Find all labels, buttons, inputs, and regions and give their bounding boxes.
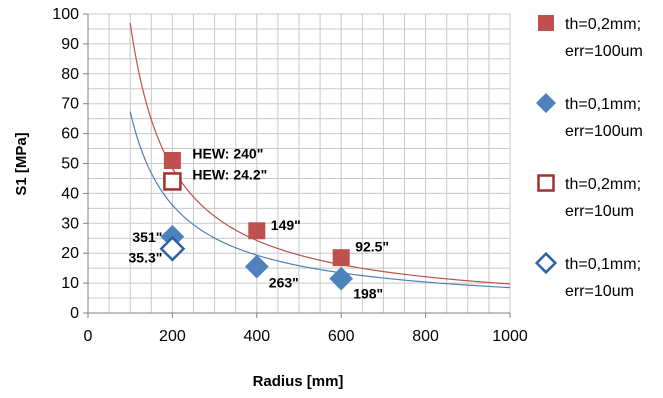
legend-marker [537, 174, 555, 192]
data-label: 198" [353, 286, 383, 302]
data-label: 351" [132, 229, 162, 245]
y-axis-title: S1 [MPa] [13, 132, 30, 195]
data-label: HEW: 240" [192, 146, 263, 162]
legend-label: th=0,2mm; [565, 16, 641, 33]
y-tick-label: 10 [61, 275, 79, 292]
legend-marker [538, 15, 554, 31]
x-axis-title: Radius [mm] [253, 373, 344, 390]
y-tick-label: 60 [61, 126, 79, 143]
y-tick-label: 100 [52, 6, 79, 23]
legend-label: err=10um [565, 203, 634, 220]
data-labels: HEW: 240" 149" 92.5" 351" 263" 198" HEW: 24.2"… [129, 146, 390, 302]
legend-marker [534, 251, 558, 275]
data-label: 149" [271, 217, 301, 233]
data-point [163, 172, 182, 191]
legend: th=0,2mm; err=100um th=0,1mm; err=100um th=0… [534, 15, 643, 300]
data-label: 263" [269, 275, 299, 291]
grid [87, 13, 511, 314]
data-point [329, 266, 354, 291]
y-tick-label: 50 [61, 156, 79, 173]
y-tick-label: 90 [61, 36, 79, 53]
data-point [332, 249, 350, 267]
x-tick-label: 1000 [492, 328, 528, 345]
y-tick-label: 20 [61, 245, 79, 262]
axes [83, 13, 511, 318]
data-point [163, 152, 181, 170]
y-tick-label: 40 [61, 185, 79, 202]
legend-label: err=100um [565, 43, 643, 60]
legend-label: th=0,2mm; [565, 176, 641, 193]
legend-label: th=0,1mm; [565, 96, 641, 113]
trendline [129, 111, 511, 289]
x-tick-label: 800 [412, 328, 439, 345]
legend-label: th=0,1mm; [565, 256, 641, 273]
data-label: 92.5" [355, 239, 389, 255]
legend-marker [535, 92, 557, 114]
trendline [129, 22, 511, 285]
y-tick-label: 0 [70, 305, 79, 322]
data-point [244, 254, 269, 279]
data-points [159, 152, 354, 291]
x-tick-label: 0 [84, 328, 93, 345]
legend-label: err=10um [565, 283, 634, 300]
data-point [248, 222, 266, 240]
x-tick-label: 400 [243, 328, 270, 345]
data-label: 35.3" [129, 250, 163, 266]
data-point [159, 235, 186, 262]
y-tick-label: 30 [61, 215, 79, 232]
trendlines [129, 22, 511, 289]
data-label: HEW: 24.2" [192, 166, 267, 182]
y-tick-label: 70 [61, 96, 79, 113]
y-tick-label: 80 [61, 66, 79, 83]
legend-label: err=100um [565, 123, 643, 140]
x-tick-label: 600 [328, 328, 355, 345]
x-tick-label: 200 [159, 328, 186, 345]
